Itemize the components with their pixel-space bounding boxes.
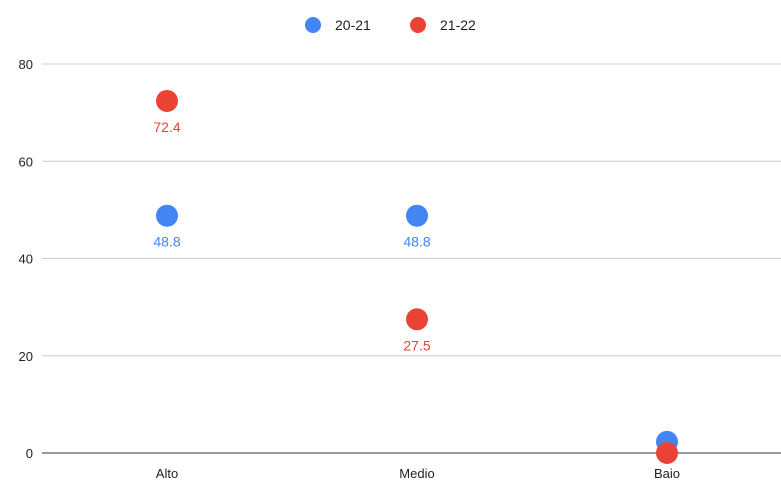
y-tick-label: 20 [19, 349, 33, 364]
y-tick-label: 80 [19, 57, 33, 72]
x-tick-label: Alto [156, 466, 178, 480]
grid-lines [42, 63, 781, 357]
data-point[interactable] [656, 442, 678, 464]
y-tick-label: 60 [19, 154, 33, 169]
data-points[interactable] [156, 89, 678, 464]
data-label: 48.8 [403, 234, 430, 250]
y-axis-ticks: 0 20 40 60 80 [19, 57, 33, 461]
data-point[interactable] [156, 204, 178, 227]
legend-item[interactable]: 21-22 [410, 17, 476, 33]
legend-item[interactable]: 20-21 [305, 17, 371, 33]
data-point[interactable] [156, 89, 178, 112]
legend-marker [305, 17, 321, 33]
y-tick-label: 0 [26, 446, 33, 461]
legend-label: 20-21 [335, 17, 371, 33]
x-tick-label: Medio [399, 466, 434, 480]
y-tick-label: 40 [19, 252, 33, 267]
data-point[interactable] [406, 204, 428, 227]
data-point[interactable] [406, 308, 428, 331]
legend[interactable]: 20-21 21-22 [305, 17, 476, 33]
legend-label: 21-22 [440, 17, 476, 33]
data-label: 48.8 [153, 234, 180, 250]
data-labels: 48.8 48.8 72.4 27.5 [153, 119, 430, 353]
x-tick-label: Baio [654, 466, 680, 480]
data-label: 27.5 [403, 337, 430, 353]
legend-marker [410, 17, 426, 33]
data-label: 72.4 [153, 119, 180, 135]
